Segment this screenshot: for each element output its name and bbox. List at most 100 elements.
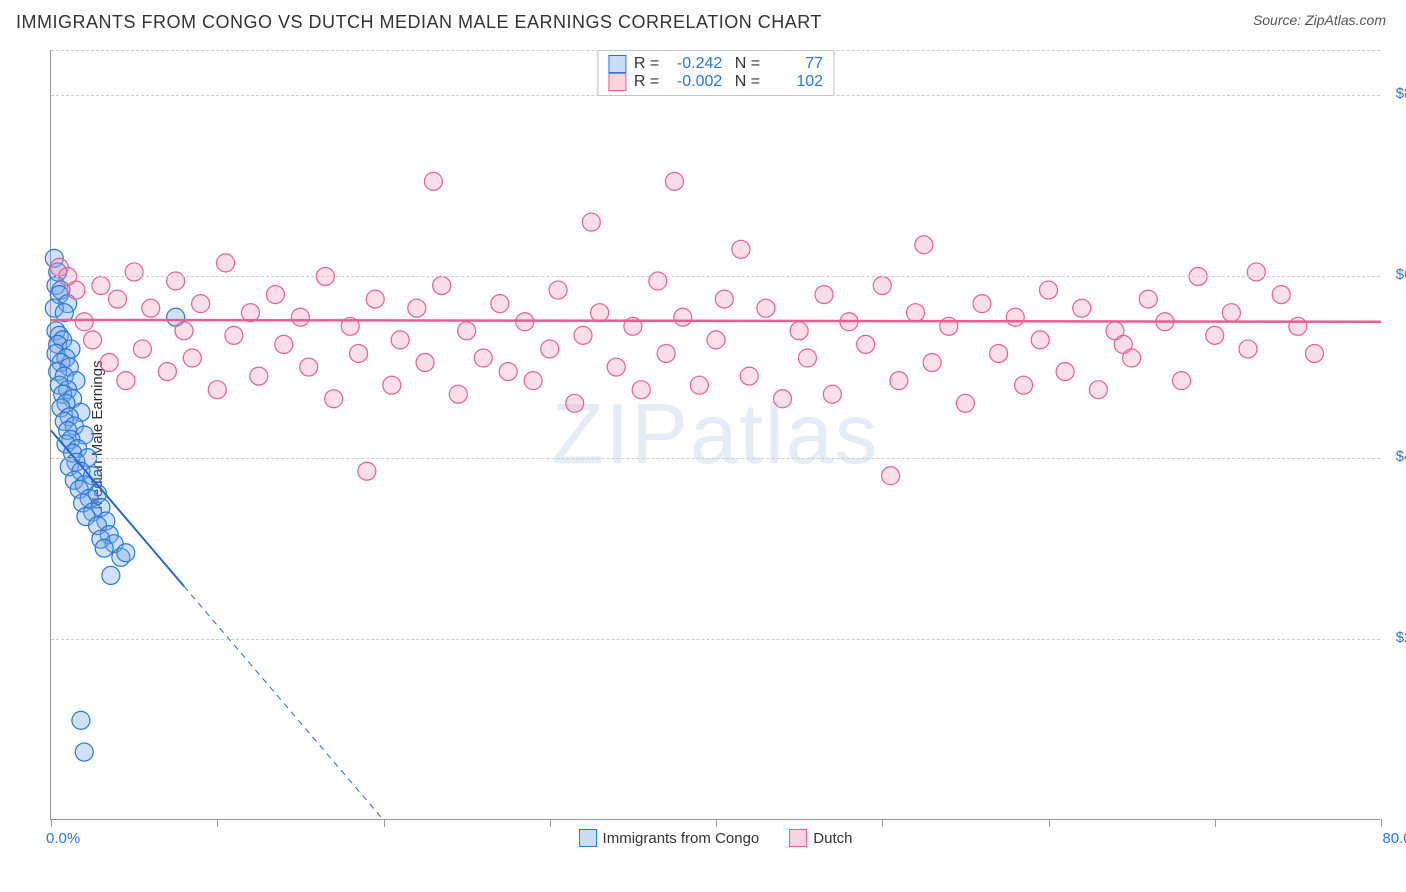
data-point [882,467,900,485]
legend-swatch [789,829,807,847]
x-min-label: 0.0% [46,830,80,847]
x-tick [716,819,717,827]
gridline [51,50,1380,51]
data-point [102,566,120,584]
data-point [133,340,151,358]
scatter-svg [51,50,1380,819]
data-point [657,344,675,362]
y-tick-label: $80,000 [1396,85,1406,102]
y-tick-label: $60,000 [1396,266,1406,283]
data-point [266,286,284,304]
x-tick [1215,819,1216,827]
data-point [491,295,509,313]
data-point [67,281,85,299]
data-point [1056,363,1074,381]
chart-title: IMMIGRANTS FROM CONGO VS DUTCH MEDIAN MA… [16,12,822,33]
data-point [665,172,683,190]
data-point [1040,281,1058,299]
n-value: 77 [768,55,823,73]
r-value: -0.242 [667,55,722,73]
data-point [449,385,467,403]
data-point [433,277,451,295]
data-point [740,367,758,385]
x-tick [550,819,551,827]
n-label: N = [730,55,760,73]
x-tick [1049,819,1050,827]
data-point [790,322,808,340]
data-point [167,272,185,290]
data-point [217,254,235,272]
legend-item: Dutch [789,829,852,847]
stats-row: R = -0.002 N = 102 [608,73,823,91]
data-point [1073,299,1091,317]
data-point [275,335,293,353]
data-point [250,367,268,385]
data-point [582,213,600,231]
x-tick [217,819,218,827]
series-swatch [608,55,626,73]
chart-plot-area: ZIPatlas Median Male Earnings R = -0.242… [50,50,1380,820]
data-point [1089,381,1107,399]
data-point [72,711,90,729]
gridline [51,95,1380,96]
data-point [424,172,442,190]
gridline [51,458,1380,459]
data-point [715,290,733,308]
data-point [732,240,750,258]
data-point [325,390,343,408]
data-point [358,462,376,480]
data-point [408,299,426,317]
data-point [707,331,725,349]
source-attribution: Source: ZipAtlas.com [1253,12,1386,28]
data-point [125,263,143,281]
data-point [1239,340,1257,358]
data-point [499,363,517,381]
data-point [774,390,792,408]
data-point [632,381,650,399]
data-point [566,394,584,412]
data-point [1272,286,1290,304]
data-point [95,539,113,557]
data-point [690,376,708,394]
data-point [1173,372,1191,390]
data-point [92,277,110,295]
x-tick [51,819,52,827]
data-point [192,295,210,313]
data-point [117,372,135,390]
data-point [923,354,941,372]
series-swatch [608,73,626,91]
data-point [175,322,193,340]
x-tick [1381,819,1382,827]
data-point [208,381,226,399]
data-point [1222,304,1240,322]
data-point [956,394,974,412]
legend-swatch [579,829,597,847]
data-point [1289,317,1307,335]
data-point [458,322,476,340]
data-point [142,299,160,317]
data-point [873,277,891,295]
n-value: 102 [768,73,823,91]
data-point [391,331,409,349]
data-point [549,281,567,299]
data-point [383,376,401,394]
data-point [649,272,667,290]
data-point [591,304,609,322]
gridline [51,276,1380,277]
r-value: -0.002 [667,73,722,91]
data-point [416,354,434,372]
data-point [1015,376,1033,394]
data-point [990,344,1008,362]
data-point [973,295,991,313]
data-point [350,344,368,362]
legend-item: Immigrants from Congo [579,829,760,847]
data-point [1206,326,1224,344]
data-point [1139,290,1157,308]
data-point [75,313,93,331]
trend-line-dashed [184,586,384,820]
data-point [75,743,93,761]
x-tick [882,819,883,827]
x-tick [384,819,385,827]
data-point [474,349,492,367]
r-label: R = [634,55,659,73]
